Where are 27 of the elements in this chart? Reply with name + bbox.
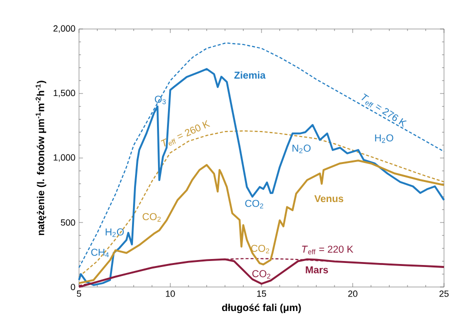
y-tick-label: 500: [60, 219, 76, 226]
y-tick-label: 2,000: [53, 25, 76, 33]
annotation: H$_{2}$O: [106, 228, 124, 237]
annotation: H$_{2}$O: [375, 134, 394, 143]
x-tick-label: 10: [166, 290, 175, 297]
x-tick-label: 5: [76, 290, 82, 297]
annotation: Mars: [306, 266, 328, 274]
x-axis-title: długość fali (μm): [222, 304, 301, 314]
annotation: N$_{2}$O: [292, 144, 311, 154]
annotation: CH$_{4}$: [91, 248, 109, 258]
annotation: Ziemia: [234, 71, 266, 79]
annotation: CO$_{2}$: [245, 200, 264, 208]
annotation: CO$_{2}$: [252, 270, 270, 279]
annotation: CO$_{2}$: [251, 244, 270, 254]
y-tick-label: 1,500: [54, 90, 76, 98]
x-tick-label: 15: [257, 290, 266, 297]
y-tick-label: 1,000: [54, 154, 76, 162]
annotation: T$_{eff}$ = 260 K: [160, 120, 210, 147]
x-tick-label: 20: [348, 290, 358, 297]
annotation: T$_{eff}$ = 220 K: [302, 246, 354, 254]
annotation: CO$_{2}$: [142, 213, 161, 222]
annotation: Venus: [314, 195, 344, 202]
y-tick-label: 0: [70, 284, 76, 290]
x-tick-label: 25: [439, 290, 449, 297]
y-axis-title: natężenie (l. fotonów μm$^{-1}$m$^{-2}$h$^{-1}$): [36, 80, 46, 236]
annotation: O$_{3}$: [154, 96, 166, 104]
annotation: T$_{eff}$ = 276 K: [361, 93, 407, 128]
